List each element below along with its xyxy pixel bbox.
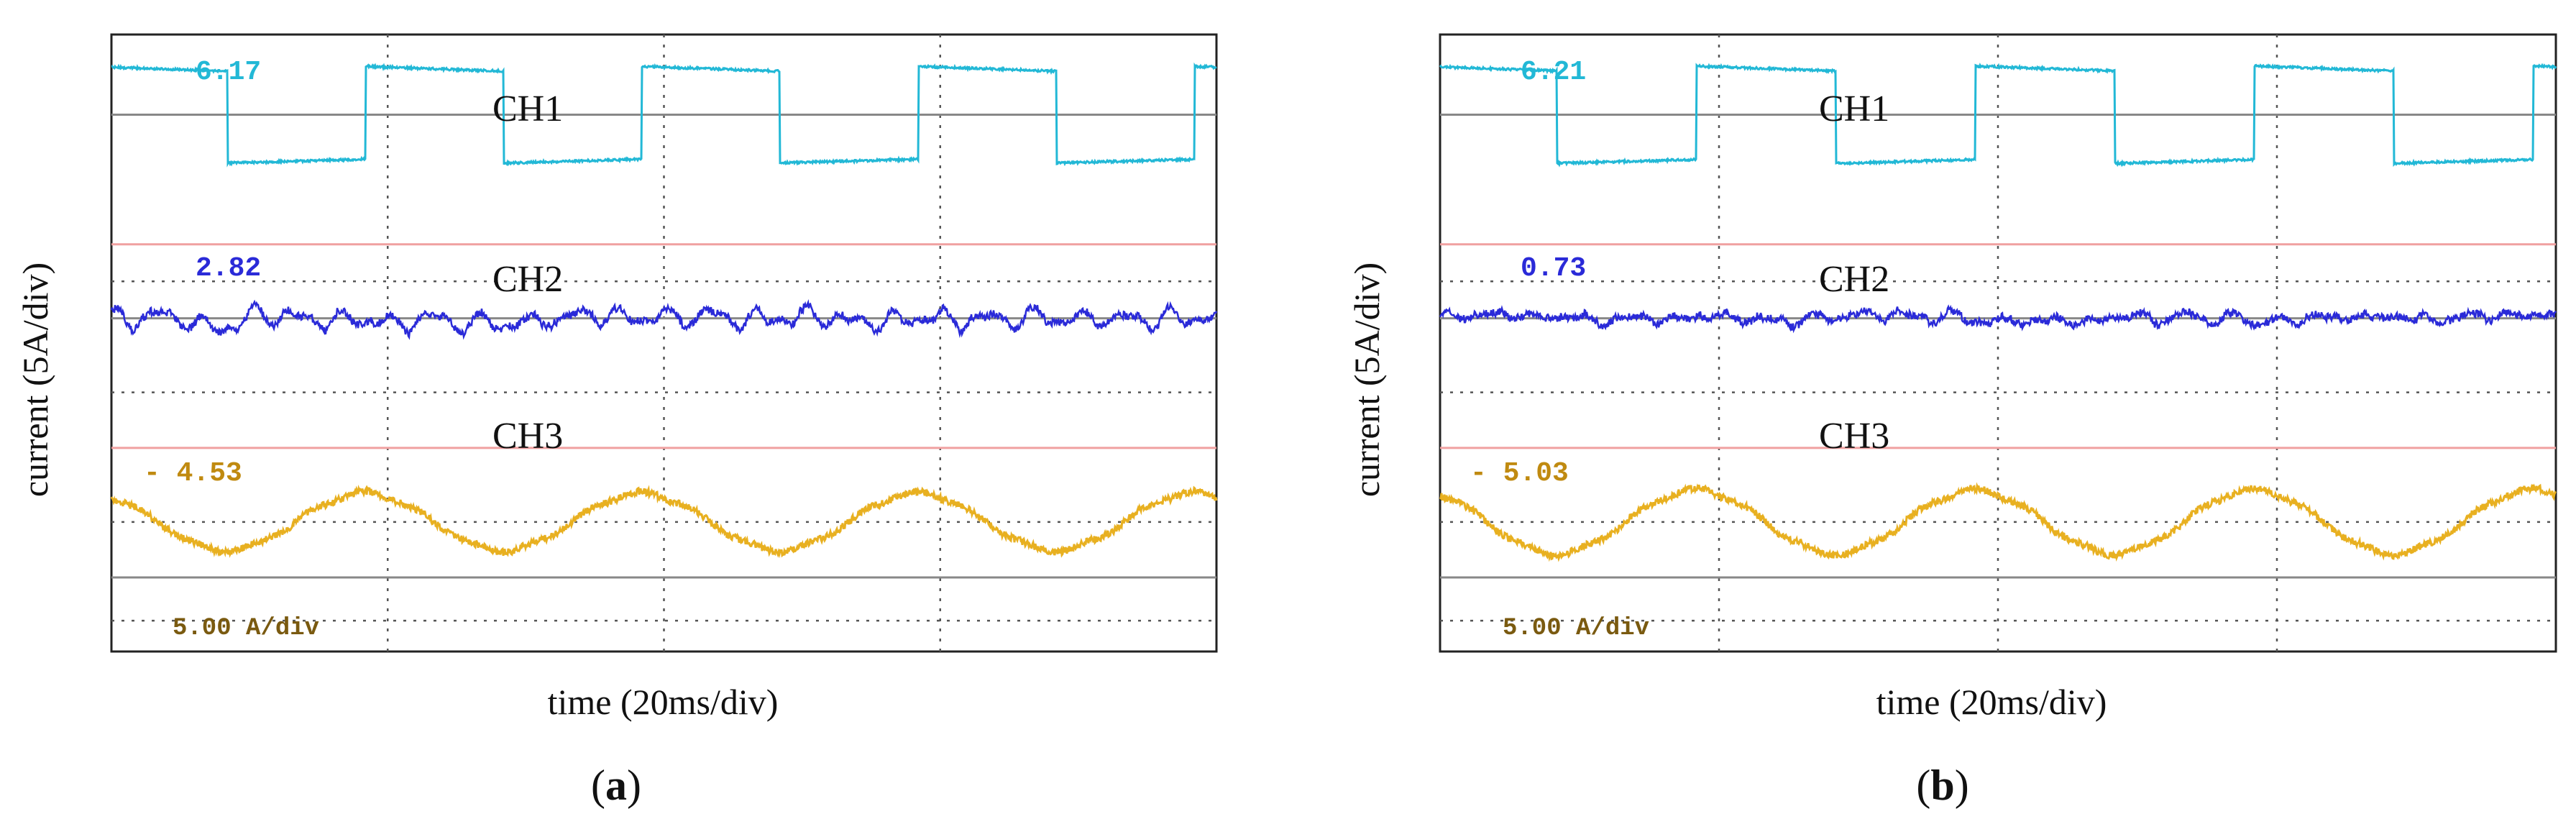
panel-b-ch2-trace <box>1439 304 2557 334</box>
panel-a-ylabel: current (5A/div) <box>15 262 55 497</box>
panel-a-plot <box>110 33 1218 653</box>
panel-a-ch3-trace <box>110 485 1218 559</box>
panel-b-ch2-label: CH2 <box>1819 259 1889 300</box>
panel-b-xlabel: time (20ms/div) <box>1876 682 2107 722</box>
panel-b-ylabel: current (5A/div) <box>1347 262 1387 497</box>
panel-b-ch3-label: CH3 <box>1819 416 1889 457</box>
panel-a-ch1-trace <box>111 62 1217 168</box>
panel-a-ch2-trace <box>110 298 1218 340</box>
panel-a-ch3-label: CH3 <box>492 416 563 457</box>
panel-b: current (5A/div) CH1 CH2 CH3 6.21 0.73 -… <box>1347 33 2557 809</box>
panel-a-ch3-readout: - 4.53 <box>144 458 242 489</box>
panel-a-ch2-readout: 2.82 <box>196 253 261 284</box>
panel-b-ch1-readout: 6.21 <box>1521 57 1586 88</box>
panel-b-caption: (b) <box>1916 762 1968 809</box>
panel-b-ch3-trace <box>1439 482 2557 562</box>
panel-a-xlabel: time (20ms/div) <box>548 682 779 722</box>
panel-b-ch1-trace <box>1439 63 2557 168</box>
panel-b-scale-label: 5.00 A/div <box>1503 615 1649 642</box>
panel-a-ch1-readout: 6.17 <box>196 57 261 88</box>
panel-b-plot <box>1439 33 2557 653</box>
panel-b-ch1-label: CH1 <box>1819 88 1889 129</box>
panel-a-ch1-label: CH1 <box>492 88 563 129</box>
panel-a-ch2-label: CH2 <box>492 259 563 300</box>
panel-a: current (5A/div) CH1 CH2 CH3 6.17 2.82 -… <box>15 33 1218 809</box>
panel-a-caption: (a) <box>591 762 641 809</box>
panel-b-ch3-readout: - 5.03 <box>1470 458 1569 489</box>
panel-b-ch2-readout: 0.73 <box>1521 253 1586 284</box>
panel-a-scale-label: 5.00 A/div <box>173 615 319 642</box>
